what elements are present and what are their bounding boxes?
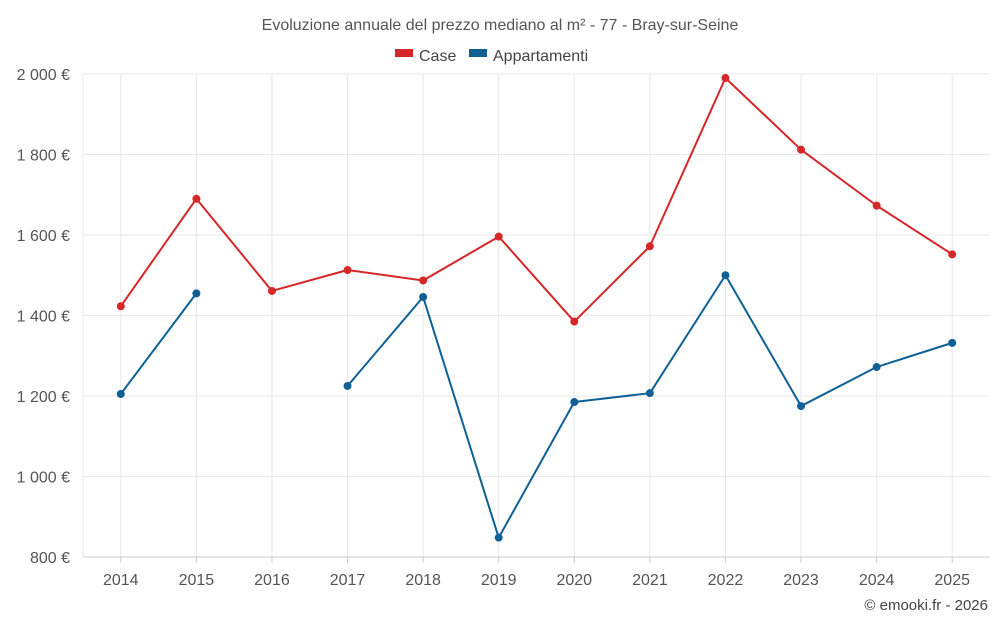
- data-point-case[interactable]: [797, 145, 806, 154]
- data-point-case[interactable]: [192, 194, 201, 203]
- y-tick-label: 1 000 €: [17, 470, 70, 487]
- data-point-appartamenti[interactable]: [872, 363, 881, 372]
- legend-label: Case: [419, 48, 456, 65]
- series-appartamenti: [116, 271, 957, 542]
- data-point-case[interactable]: [721, 74, 730, 83]
- y-tick-label: 1 600 €: [17, 228, 70, 245]
- y-tick-label: 800 €: [30, 550, 70, 567]
- legend: Case Appartamenti: [395, 48, 588, 65]
- x-tick-label: 2022: [708, 572, 744, 589]
- data-point-appartamenti[interactable]: [192, 289, 201, 298]
- x-tick-label: 2017: [330, 572, 366, 589]
- credit-text: © emooki.fr - 2026: [864, 597, 988, 614]
- data-point-case[interactable]: [570, 317, 579, 326]
- y-tick-label: 1 800 €: [17, 148, 70, 165]
- x-tick-label: 2024: [859, 572, 895, 589]
- legend-swatch: [395, 49, 413, 57]
- y-tick-label: 1 400 €: [17, 309, 70, 326]
- y-tick-label: 1 200 €: [17, 389, 70, 406]
- legend-item-case[interactable]: Case: [395, 48, 456, 65]
- axes: 800 € 1 000 € 1 200 € 1 400 € 1 600 € 1 800 €…: [17, 67, 990, 589]
- data-point-case[interactable]: [267, 286, 276, 295]
- data-point-case[interactable]: [948, 250, 957, 259]
- legend-swatch: [469, 49, 487, 57]
- data-point-appartamenti[interactable]: [419, 292, 428, 301]
- grid: [82, 73, 990, 557]
- data-point-appartamenti[interactable]: [116, 389, 125, 398]
- data-point-appartamenti[interactable]: [343, 381, 352, 390]
- series-layer: [116, 74, 957, 542]
- x-tick-label: 2021: [632, 572, 668, 589]
- x-tick-label: 2016: [254, 572, 290, 589]
- data-point-case[interactable]: [872, 201, 881, 210]
- data-point-appartamenti[interactable]: [948, 338, 957, 347]
- data-point-case[interactable]: [419, 276, 428, 285]
- data-point-appartamenti[interactable]: [721, 271, 730, 280]
- series-line-case: [119, 77, 953, 323]
- data-point-appartamenti[interactable]: [797, 402, 806, 411]
- data-point-appartamenti[interactable]: [570, 398, 579, 407]
- x-tick-label: 2023: [783, 572, 819, 589]
- series-line-appartamenti: [119, 292, 198, 395]
- y-tick-label: 2 000 €: [17, 67, 70, 84]
- data-point-case[interactable]: [645, 242, 654, 251]
- chart-title: Evoluzione annuale del prezzo mediano al…: [262, 17, 739, 34]
- data-point-appartamenti[interactable]: [645, 389, 654, 398]
- data-point-case[interactable]: [343, 266, 352, 275]
- x-tick-label: 2020: [556, 572, 592, 589]
- data-point-case[interactable]: [494, 232, 503, 241]
- x-tick-label: 2015: [179, 572, 215, 589]
- data-point-case[interactable]: [116, 302, 125, 311]
- x-tick-label: 2014: [103, 572, 139, 589]
- legend-label: Appartamenti: [493, 48, 588, 65]
- series-case: [116, 74, 957, 326]
- legend-item-appartamenti[interactable]: Appartamenti: [469, 48, 588, 65]
- x-tick-label: 2018: [405, 572, 441, 589]
- data-point-appartamenti[interactable]: [494, 533, 503, 542]
- x-tick-label: 2025: [934, 572, 970, 589]
- x-tick-label: 2019: [481, 572, 517, 589]
